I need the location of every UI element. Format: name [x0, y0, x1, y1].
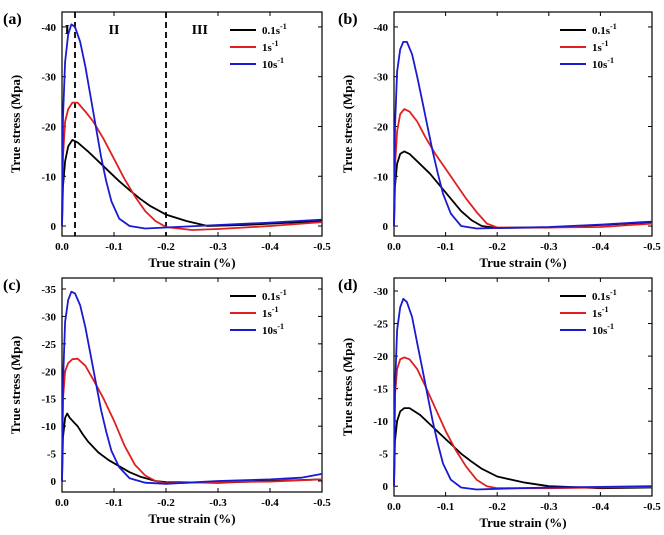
- y-tick-label: -20: [41, 366, 56, 378]
- y-tick-label: -20: [41, 121, 56, 133]
- legend-label: 1s-1: [262, 39, 278, 54]
- panel-label: (c): [3, 277, 21, 294]
- x-tick-label: -0.3: [209, 241, 227, 253]
- panel-label: (a): [3, 11, 22, 28]
- legend: 0.1s-1 1s-1 10s-1: [560, 288, 617, 337]
- plot-frame: [61, 11, 323, 237]
- x-tick-label: 0.0: [55, 497, 69, 509]
- legend-label: 1s-1: [592, 39, 608, 54]
- y-tick-label: -35: [41, 284, 56, 296]
- x-tick-label: -0.5: [313, 497, 331, 509]
- legend-label: 10s-1: [592, 56, 614, 71]
- x-tick-label: -0.1: [437, 501, 454, 513]
- y-tick-label: -30: [41, 72, 56, 84]
- y-axis-title: True stress (Mpa): [340, 75, 355, 173]
- x-tick-label: -0.2: [488, 501, 506, 513]
- legend-label: 1s-1: [262, 305, 278, 320]
- y-tick-label: -20: [373, 121, 388, 133]
- panel-b: (b) 0.0 -0.1 -0.2 -0.3 -0.4 -0.5 0 -10 -20 -30 -40 T…: [338, 11, 661, 270]
- x-tick-label: -0.4: [261, 497, 279, 509]
- x-tick-label: -0.2: [488, 241, 506, 253]
- series-line-1: [61, 101, 323, 231]
- legend: 0.1s-1 1s-1 10s-1: [230, 22, 287, 71]
- x-tick-label: -0.1: [105, 497, 122, 509]
- x-tick-label: 0.0: [55, 241, 69, 253]
- series-line-10: [393, 297, 653, 491]
- x-tick-label: -0.4: [592, 241, 610, 253]
- x-tick-label: -0.3: [540, 501, 558, 513]
- panel-a: (a) 0.0 -0.1 -0.2 -0.3 -0.4 -0.5 0 -10 -20 -30 -40 T…: [3, 11, 331, 270]
- x-axis-title: True strain (%): [479, 255, 566, 270]
- y-tick-label: -20: [373, 351, 388, 363]
- y-tick-label: 0: [383, 481, 389, 493]
- y-tick-label: -15: [373, 384, 388, 396]
- plot-frame: [393, 277, 653, 497]
- x-tick-label: -0.1: [437, 241, 454, 253]
- x-tick-label: -0.3: [209, 497, 227, 509]
- series-line-1: [61, 357, 323, 485]
- series-line-0-1: [393, 150, 653, 229]
- y-tick-label: 0: [383, 221, 389, 233]
- region-label: I: [64, 23, 69, 38]
- panel-d: (d) 0.0 -0.1 -0.2 -0.3 -0.4 -0.5 0 -5 -10 -15 -20 -2…: [338, 277, 661, 530]
- x-tick-label: -0.5: [643, 241, 661, 253]
- y-tick-label: -25: [373, 319, 388, 331]
- plot-frame: [61, 277, 323, 493]
- y-tick-label: -10: [41, 171, 56, 183]
- panel-label: (d): [338, 277, 358, 294]
- y-tick-label: -5: [379, 449, 389, 461]
- legend-label: 10s-1: [262, 322, 284, 337]
- y-tick-label: -10: [41, 421, 56, 433]
- y-tick-label: 0: [51, 221, 57, 233]
- y-tick-label: -10: [373, 171, 388, 183]
- y-tick-label: -40: [41, 22, 56, 34]
- x-tick-label: -0.2: [157, 241, 175, 253]
- x-axis-title: True strain (%): [479, 515, 566, 530]
- series-line-1: [393, 108, 653, 229]
- x-axis-title: True strain (%): [148, 511, 235, 526]
- x-tick-label: -0.4: [261, 241, 279, 253]
- legend-label: 0.1s-1: [592, 288, 617, 303]
- plot-frame: [393, 11, 653, 237]
- x-tick-label: -0.5: [313, 241, 331, 253]
- series-line-0-1: [61, 412, 323, 484]
- legend-label: 0.1s-1: [262, 288, 287, 303]
- y-tick-label: -10: [373, 416, 388, 428]
- y-tick-label: -30: [373, 72, 388, 84]
- y-tick-label: -30: [41, 311, 56, 323]
- legend: 0.1s-1 1s-1 10s-1: [230, 288, 287, 337]
- region-label: II: [109, 23, 120, 38]
- panel-label: (b): [338, 11, 358, 28]
- y-axis-title: True stress (Mpa): [8, 336, 23, 434]
- series-line-10: [61, 290, 323, 485]
- x-tick-label: -0.5: [643, 501, 661, 513]
- legend-label: 0.1s-1: [592, 22, 617, 37]
- x-axis-title: True strain (%): [148, 255, 235, 270]
- legend-label: 0.1s-1: [262, 22, 287, 37]
- y-tick-label: -15: [41, 394, 56, 406]
- y-axis-title: True stress (Mpa): [8, 75, 23, 173]
- y-tick-label: -40: [373, 22, 388, 34]
- x-tick-label: -0.1: [105, 241, 122, 253]
- x-tick-label: -0.3: [540, 241, 558, 253]
- legend-label: 10s-1: [592, 322, 614, 337]
- series-line-10: [393, 41, 653, 230]
- legend-label: 1s-1: [592, 305, 608, 320]
- x-tick-label: -0.4: [592, 501, 610, 513]
- y-tick-label: -30: [373, 286, 388, 298]
- x-tick-label: 0.0: [387, 241, 401, 253]
- y-tick-label: -5: [47, 449, 57, 461]
- y-axis-title: True stress (Mpa): [340, 338, 355, 436]
- panel-c: (c) 0.0 -0.1 -0.2 -0.3 -0.4 -0.5 0 -5 -10 -15 -20 -2…: [3, 277, 331, 526]
- region-label: III: [192, 23, 208, 38]
- legend-label: 10s-1: [262, 56, 284, 71]
- x-tick-label: -0.2: [157, 497, 175, 509]
- x-tick-label: 0.0: [387, 501, 401, 513]
- y-tick-label: -25: [41, 339, 56, 351]
- series-line-0-1: [393, 407, 653, 490]
- series-line-10: [61, 23, 323, 230]
- legend: 0.1s-1 1s-1 10s-1: [560, 22, 617, 71]
- y-tick-label: 0: [51, 476, 57, 488]
